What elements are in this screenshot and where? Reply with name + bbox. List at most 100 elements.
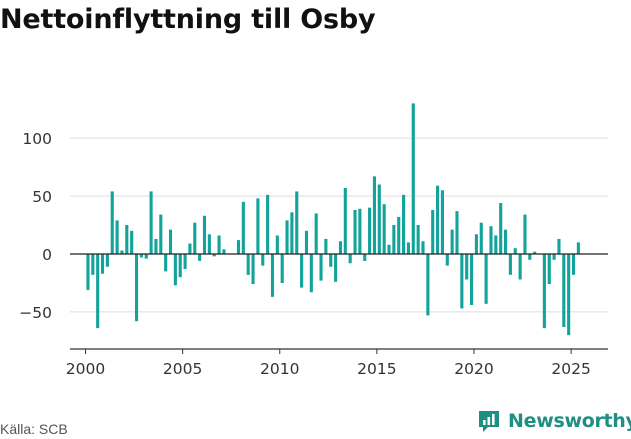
bar [513,248,517,254]
bar [130,230,134,254]
bar [256,198,260,254]
bar [562,254,566,327]
bar [470,254,474,305]
bar [304,230,309,254]
y-axis-tick-labels: 100 50 0 −50 [19,130,52,322]
bar [324,238,328,254]
bar [353,209,357,254]
bar [571,254,576,275]
bar [188,243,192,254]
bar [348,254,352,264]
bar [86,254,90,290]
bar [295,191,299,254]
bar [504,229,508,254]
bar [431,209,435,254]
x-tick-label: 2000 [66,360,105,378]
x-tick-label: 2020 [454,360,493,378]
bar [96,254,100,329]
y-tick-label: −50 [19,304,52,322]
y-tick-label: 0 [42,246,52,264]
source-note: Källa: SCB [0,421,68,437]
bars [86,103,580,336]
bar [319,254,323,281]
bar [508,254,512,275]
bar [552,254,556,260]
bar [183,254,187,270]
bar [489,226,493,254]
bar [261,254,265,266]
bar [198,254,202,261]
bar [329,254,333,267]
bar [144,254,148,259]
bar [436,185,440,254]
bar [542,254,546,329]
bar [222,249,226,254]
bar [236,240,241,254]
bar [202,215,207,254]
bar [246,254,250,275]
bar [212,254,216,257]
bar [557,238,561,254]
bar [105,254,109,267]
bar [547,254,551,285]
bar [280,254,284,283]
y-tick-label: 50 [32,188,52,206]
bar [193,222,197,254]
bar [338,241,343,254]
bar [421,241,425,254]
bar [149,191,153,254]
bar [314,213,318,254]
grid-lines [70,137,608,313]
chart-title: Nettoinflyttning till Osby [0,4,376,35]
bar [270,254,275,297]
bar [125,225,129,254]
bar [465,254,469,280]
bar [368,207,372,254]
bar [207,234,211,254]
bar [217,235,221,254]
bar [164,254,168,272]
bar [518,254,522,280]
bar [115,220,119,254]
bar [528,254,532,260]
bar [300,254,304,288]
bar [494,235,498,254]
x-tick-label: 2010 [260,360,299,378]
brand-name: Newsworthy [508,410,631,432]
bar [387,244,391,254]
bar [440,190,444,254]
bar [343,187,347,254]
bar [460,254,464,309]
bar [139,254,143,258]
bar [91,254,95,275]
brand-logo: Newsworthy [476,408,631,434]
bar [484,254,488,304]
bar [397,216,401,254]
bar [411,103,415,254]
bar [377,184,381,254]
bar [159,214,163,254]
newsworthy-logo-icon [479,411,499,432]
bar [479,222,483,254]
bar [168,229,173,254]
bar [251,254,255,285]
bar [285,220,289,254]
bar [100,254,105,274]
bar [533,251,537,254]
bar [406,242,410,254]
bar [382,204,386,254]
bar [426,254,430,316]
bar [290,212,294,254]
bar [392,225,396,254]
bar [450,229,454,254]
bar [178,254,182,278]
bar [499,203,503,254]
bar [567,254,571,336]
bar [241,201,245,254]
bar [334,254,338,282]
x-tick-label: 2015 [357,360,396,378]
bar [266,194,270,254]
bar [120,250,124,254]
bar [309,254,313,293]
